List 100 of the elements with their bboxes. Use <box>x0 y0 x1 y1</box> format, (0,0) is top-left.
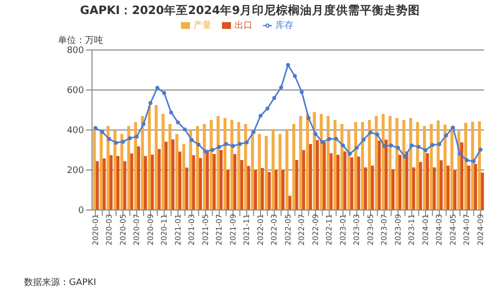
bar <box>402 120 406 210</box>
bar <box>202 124 206 210</box>
legend-label: 库存 <box>276 21 294 31</box>
bar <box>312 112 316 210</box>
bar <box>330 153 333 210</box>
bar <box>292 124 296 210</box>
legend-label: 出口 <box>234 21 252 31</box>
bar <box>244 124 248 210</box>
bar <box>158 149 161 210</box>
bar <box>422 126 426 210</box>
y-tick-label: 600 <box>66 86 84 96</box>
bar <box>134 122 138 210</box>
bar <box>306 114 310 210</box>
bar <box>419 162 422 210</box>
source-note: 数据来源：GAPKI <box>24 276 96 289</box>
y-tick-label: 0 <box>78 206 84 216</box>
bar <box>409 118 412 210</box>
chart-title: GAPKI：2020年至2024年9月印尼棕榈油月度供需平衡走势图 <box>79 3 421 18</box>
bar <box>446 166 450 210</box>
bar <box>457 131 460 210</box>
bar <box>106 126 110 210</box>
bar <box>382 114 385 210</box>
bar <box>120 134 124 210</box>
bar <box>192 155 196 210</box>
bar <box>212 154 216 210</box>
bar <box>127 126 130 210</box>
bar <box>268 172 271 210</box>
bar <box>272 130 275 210</box>
bar <box>453 170 456 210</box>
bar <box>471 122 474 210</box>
bar <box>154 105 158 210</box>
bar <box>264 136 268 210</box>
bar <box>175 134 178 210</box>
bar <box>395 118 398 210</box>
bar <box>140 116 144 210</box>
bar <box>361 122 364 210</box>
legend-label: 产量 <box>194 21 212 31</box>
bar <box>189 130 192 210</box>
bar <box>274 170 278 210</box>
bar <box>237 122 240 210</box>
bar <box>334 120 337 210</box>
bar <box>247 166 250 210</box>
bar <box>480 172 484 210</box>
bar <box>150 154 154 210</box>
bar <box>302 150 306 210</box>
bar <box>430 124 433 210</box>
bar <box>436 120 440 210</box>
bar <box>110 155 113 210</box>
bar <box>432 167 436 210</box>
bar <box>357 156 360 210</box>
bar <box>164 142 168 210</box>
bar <box>178 152 182 210</box>
bar <box>309 144 312 210</box>
bar <box>168 124 172 210</box>
bar <box>210 120 213 210</box>
bar <box>223 118 226 210</box>
bar <box>336 154 340 210</box>
bar <box>171 139 174 210</box>
bar <box>233 154 236 210</box>
bar <box>285 130 288 210</box>
bar <box>378 140 381 210</box>
bar <box>162 114 165 210</box>
bar <box>137 146 140 210</box>
bar <box>116 156 120 210</box>
bar <box>444 124 447 210</box>
bar <box>412 167 416 210</box>
bar <box>478 121 481 210</box>
bar <box>185 168 188 210</box>
bar <box>467 166 470 210</box>
bar <box>340 124 344 210</box>
bar <box>343 151 346 210</box>
bar <box>240 160 244 210</box>
bar <box>370 166 374 210</box>
bar <box>320 114 323 210</box>
bar <box>392 169 395 210</box>
y-tick-label: 800 <box>66 46 84 56</box>
bar <box>102 158 106 210</box>
bar <box>450 126 454 210</box>
bar <box>144 156 147 210</box>
bar <box>416 122 420 210</box>
bar <box>354 122 358 210</box>
bar <box>295 160 298 210</box>
bar <box>464 122 468 210</box>
bar <box>388 116 392 210</box>
bar <box>130 153 134 210</box>
bar <box>278 134 282 210</box>
bar <box>374 116 378 210</box>
bar <box>282 170 285 210</box>
bar <box>254 170 257 210</box>
bar <box>347 130 350 210</box>
bar <box>364 167 368 210</box>
bar <box>288 196 292 210</box>
bar <box>198 158 202 210</box>
bar <box>299 116 302 210</box>
bar <box>216 116 220 210</box>
y-tick-label: 200 <box>66 166 84 176</box>
bar <box>398 154 402 210</box>
bar <box>316 140 319 210</box>
bar <box>230 120 234 210</box>
bar <box>440 160 443 210</box>
